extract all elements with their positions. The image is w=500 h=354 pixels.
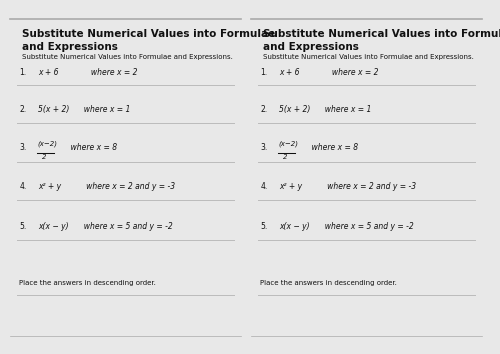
Text: x + 6: x + 6: [38, 68, 58, 77]
Text: 5.: 5.: [260, 222, 268, 230]
Text: 2: 2: [42, 154, 46, 160]
Text: 2.: 2.: [19, 105, 26, 114]
Text: 4.: 4.: [260, 182, 268, 191]
Text: where x = 2: where x = 2: [320, 68, 379, 77]
Text: where x = 1: where x = 1: [320, 105, 372, 114]
Text: 3.: 3.: [19, 143, 26, 152]
Text: Place the answers in descending order.: Place the answers in descending order.: [260, 280, 397, 286]
Text: Place the answers in descending order.: Place the answers in descending order.: [19, 280, 156, 286]
Text: where x = 2 and y = -3: where x = 2 and y = -3: [80, 182, 176, 191]
Text: 4.: 4.: [19, 182, 26, 191]
Text: x² + y: x² + y: [38, 182, 61, 191]
Text: where x = 2 and y = -3: where x = 2 and y = -3: [320, 182, 416, 191]
Text: where x = 8: where x = 8: [302, 143, 358, 152]
Text: x(x − y): x(x − y): [38, 222, 68, 230]
Text: x(x − y): x(x − y): [278, 222, 310, 230]
Text: (x−2): (x−2): [278, 141, 298, 147]
Text: and Expressions: and Expressions: [22, 41, 118, 52]
Text: Substitute Numerical Values into Formulae and Expressions.: Substitute Numerical Values into Formula…: [262, 54, 474, 60]
Text: where x = 2: where x = 2: [80, 68, 138, 77]
Text: 2.: 2.: [260, 105, 268, 114]
Text: where x = 8: where x = 8: [61, 143, 117, 152]
Text: and Expressions: and Expressions: [262, 41, 358, 52]
Text: (x−2): (x−2): [38, 141, 58, 147]
Text: 1.: 1.: [260, 68, 268, 77]
Text: x² + y: x² + y: [278, 182, 302, 191]
Text: where x = 5 and y = -2: where x = 5 and y = -2: [80, 222, 173, 230]
Text: 3.: 3.: [260, 143, 268, 152]
Text: Substitute Numerical Values into Formulae: Substitute Numerical Values into Formula…: [22, 29, 275, 39]
Text: 5.: 5.: [19, 222, 26, 230]
Text: where x = 1: where x = 1: [80, 105, 130, 114]
Text: 5(x + 2): 5(x + 2): [278, 105, 310, 114]
Text: 1.: 1.: [19, 68, 26, 77]
Text: where x = 5 and y = -2: where x = 5 and y = -2: [320, 222, 414, 230]
Text: Substitute Numerical Values into Formulae: Substitute Numerical Values into Formula…: [262, 29, 500, 39]
Text: Substitute Numerical Values into Formulae and Expressions.: Substitute Numerical Values into Formula…: [22, 54, 233, 60]
Text: 2: 2: [283, 154, 288, 160]
Text: 5(x + 2): 5(x + 2): [38, 105, 69, 114]
Text: x + 6: x + 6: [278, 68, 299, 77]
